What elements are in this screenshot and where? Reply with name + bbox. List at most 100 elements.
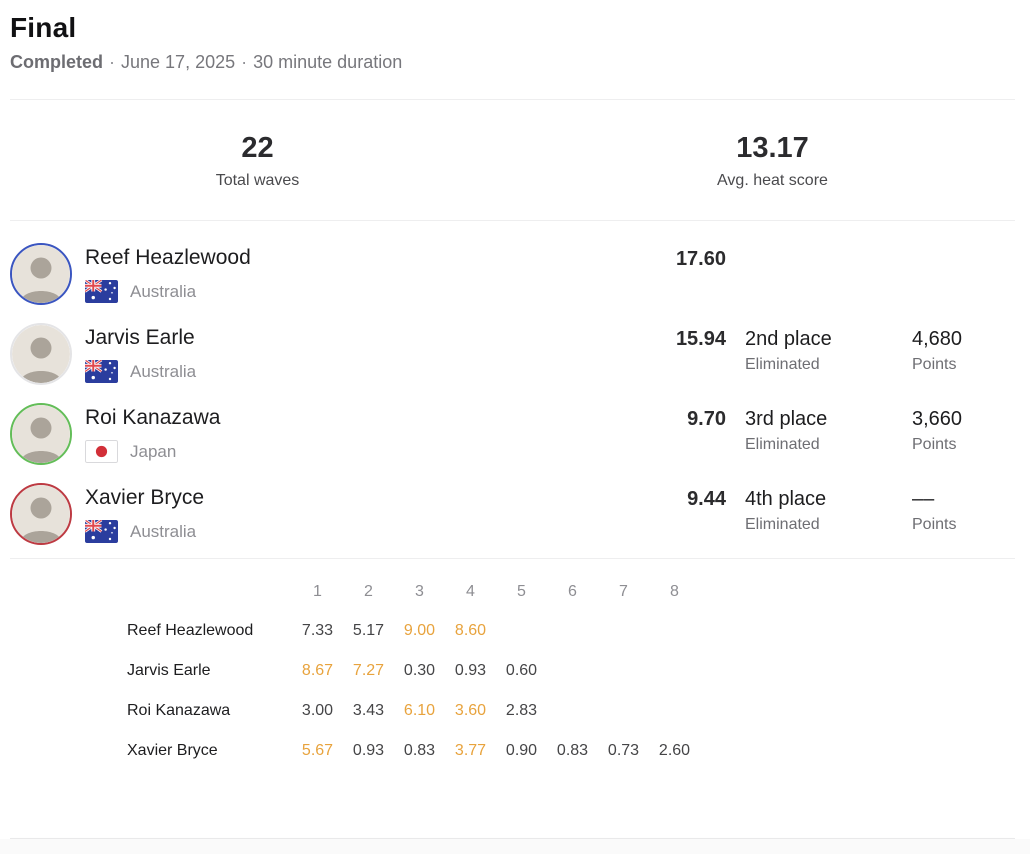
points-label: Points (912, 436, 957, 453)
spacer (0, 771, 1030, 838)
athlete-text: Reef Heazlewood (85, 243, 251, 303)
wave-score-counted: 6.10 (403, 702, 436, 719)
athlete-photo-placeholder (12, 245, 70, 303)
wave-score: 0.30 (403, 662, 436, 679)
wave-score: 0.83 (556, 742, 589, 759)
wave-row-athlete-name: Xavier Bryce (127, 742, 218, 759)
heat-total-score: 17.60 (675, 248, 726, 270)
meta-separator: · (109, 52, 116, 72)
athlete-info: Reef Heazlewood (10, 243, 570, 305)
athlete-info: Jarvis Earle (10, 323, 570, 385)
wave-column-header: 1 (313, 583, 322, 600)
points-value: 3,660 (912, 408, 963, 430)
avatar[interactable] (10, 483, 72, 545)
avatar[interactable] (10, 403, 72, 465)
athlete-row[interactable]: Xavier Bryce (0, 469, 1030, 549)
wave-score: 5.17 (352, 622, 385, 639)
wave-column-header: 5 (517, 583, 526, 600)
country-name: Japan (130, 441, 177, 461)
wave-column-header: 7 (619, 583, 628, 600)
wave-table-row: Reef Heazlewood 7.33 5.17 9.00 8.60 (127, 611, 1030, 651)
athlete-photo-placeholder (12, 325, 70, 383)
country-name: Australia (130, 281, 197, 301)
heat-status: Completed (10, 52, 104, 72)
athlete-text: Jarvis Earle (85, 323, 196, 383)
athlete-text: Xavier Bryce (85, 483, 204, 543)
wave-score-counted: 9.00 (403, 622, 436, 639)
athlete-name[interactable]: Jarvis Earle (85, 326, 195, 349)
divider (10, 558, 1015, 559)
wave-score: 3.00 (301, 702, 334, 719)
stat-avg-heat-score: 13.17 Avg. heat score (515, 132, 1030, 190)
athlete-country-row: Australia (85, 360, 196, 383)
athlete-row[interactable]: Roi Kanazawa Japan 9.70 3rd place Elimin… (0, 389, 1030, 469)
place-value: 4th place (745, 488, 827, 510)
wave-score-counted: 8.60 (454, 622, 487, 639)
wave-row-athlete-name: Jarvis Earle (127, 662, 211, 679)
athlete-info: Xavier Bryce (10, 483, 570, 545)
athlete-name[interactable]: Roi Kanazawa (85, 406, 221, 429)
total-waves-label: Total waves (215, 172, 300, 189)
athlete-photo-placeholder (12, 405, 70, 463)
wave-score: 7.33 (301, 622, 334, 639)
wave-column-header: 3 (415, 583, 424, 600)
wave-score-table: 1 2 3 4 5 6 7 8 Reef Heazlewood 7.33 5.17 9.00 8.60… (0, 559, 1030, 771)
place-value: 2nd place (745, 328, 832, 350)
heat-total-score: 15.94 (675, 328, 726, 350)
avatar[interactable] (10, 243, 72, 305)
divider (10, 99, 1015, 100)
country-name: Australia (130, 361, 197, 381)
wave-score-counted: 5.67 (301, 742, 334, 759)
wave-score: 0.73 (607, 742, 640, 759)
athlete-name[interactable]: Xavier Bryce (85, 486, 205, 509)
points-value: 4,680 (912, 328, 963, 350)
wave-table-row: Jarvis Earle 8.67 7.27 0.30 0.93 0.60 (127, 651, 1030, 691)
stat-total-waves: 22 Total waves (0, 132, 515, 190)
meta-separator: · (241, 52, 248, 72)
place-cell: 3rd place Eliminated (726, 403, 912, 454)
heat-total-score: 9.70 (687, 408, 726, 430)
athlete-row[interactable]: Jarvis Earle (0, 309, 1030, 389)
place-value: 3rd place (745, 408, 828, 430)
place-cell: 4th place Eliminated (726, 483, 912, 534)
wave-score: 2.83 (505, 702, 538, 719)
wave-column-header: 6 (568, 583, 577, 600)
wave-score-counted: 3.60 (454, 702, 487, 719)
wave-score: 0.93 (454, 662, 487, 679)
athlete-row[interactable]: Reef Heazlewood (0, 229, 1030, 309)
athlete-country-row: Australia (85, 280, 251, 303)
wave-row-athlete-name: Reef Heazlewood (127, 622, 254, 639)
wave-row-athlete-name: Roi Kanazawa (127, 702, 231, 719)
elimination-status: Eliminated (745, 516, 820, 533)
wave-score: 0.93 (352, 742, 385, 759)
heat-duration: 30 minute duration (253, 52, 403, 72)
elimination-status: Eliminated (745, 436, 820, 453)
points-cell: 4,680 Points (912, 323, 962, 374)
wave-table-header-row: 1 2 3 4 5 6 7 8 (127, 577, 1030, 607)
wave-score: 0.60 (505, 662, 538, 679)
heat-date: June 17, 2025 (121, 52, 236, 72)
page-background-strip (0, 839, 1030, 854)
wave-column-header: 2 (364, 583, 373, 600)
flag-japan-icon (85, 440, 118, 463)
wave-score: 3.43 (352, 702, 385, 719)
points-label: Points (912, 356, 957, 373)
wave-score-counted: 7.27 (352, 662, 385, 679)
place-cell (726, 243, 912, 253)
heat-meta: Completed · June 17, 2025 · 30 minute durati… (10, 52, 1015, 73)
avg-heat-score-value: 13.17 (736, 132, 809, 164)
heat-total-score: 9.44 (687, 488, 726, 510)
wave-table-row: Roi Kanazawa 3.00 3.43 6.10 3.60 2.83 (127, 691, 1030, 731)
athlete-text: Roi Kanazawa Japan (85, 403, 220, 463)
wave-score-counted: 3.77 (454, 742, 487, 759)
flag-australia-icon (85, 280, 118, 303)
athlete-country-row: Australia (85, 520, 204, 543)
athlete-name[interactable]: Reef Heazlewood (85, 246, 251, 269)
wave-table-row: Xavier Bryce 5.67 0.93 0.83 3.77 0.90 0.83 0.73… (127, 731, 1030, 771)
elimination-status: Eliminated (745, 356, 820, 373)
wave-score: 0.83 (403, 742, 436, 759)
heat-stats: 22 Total waves 13.17 Avg. heat score (0, 100, 1030, 220)
divider (10, 220, 1015, 221)
wave-column-header: 4 (466, 583, 475, 600)
avatar[interactable] (10, 323, 72, 385)
